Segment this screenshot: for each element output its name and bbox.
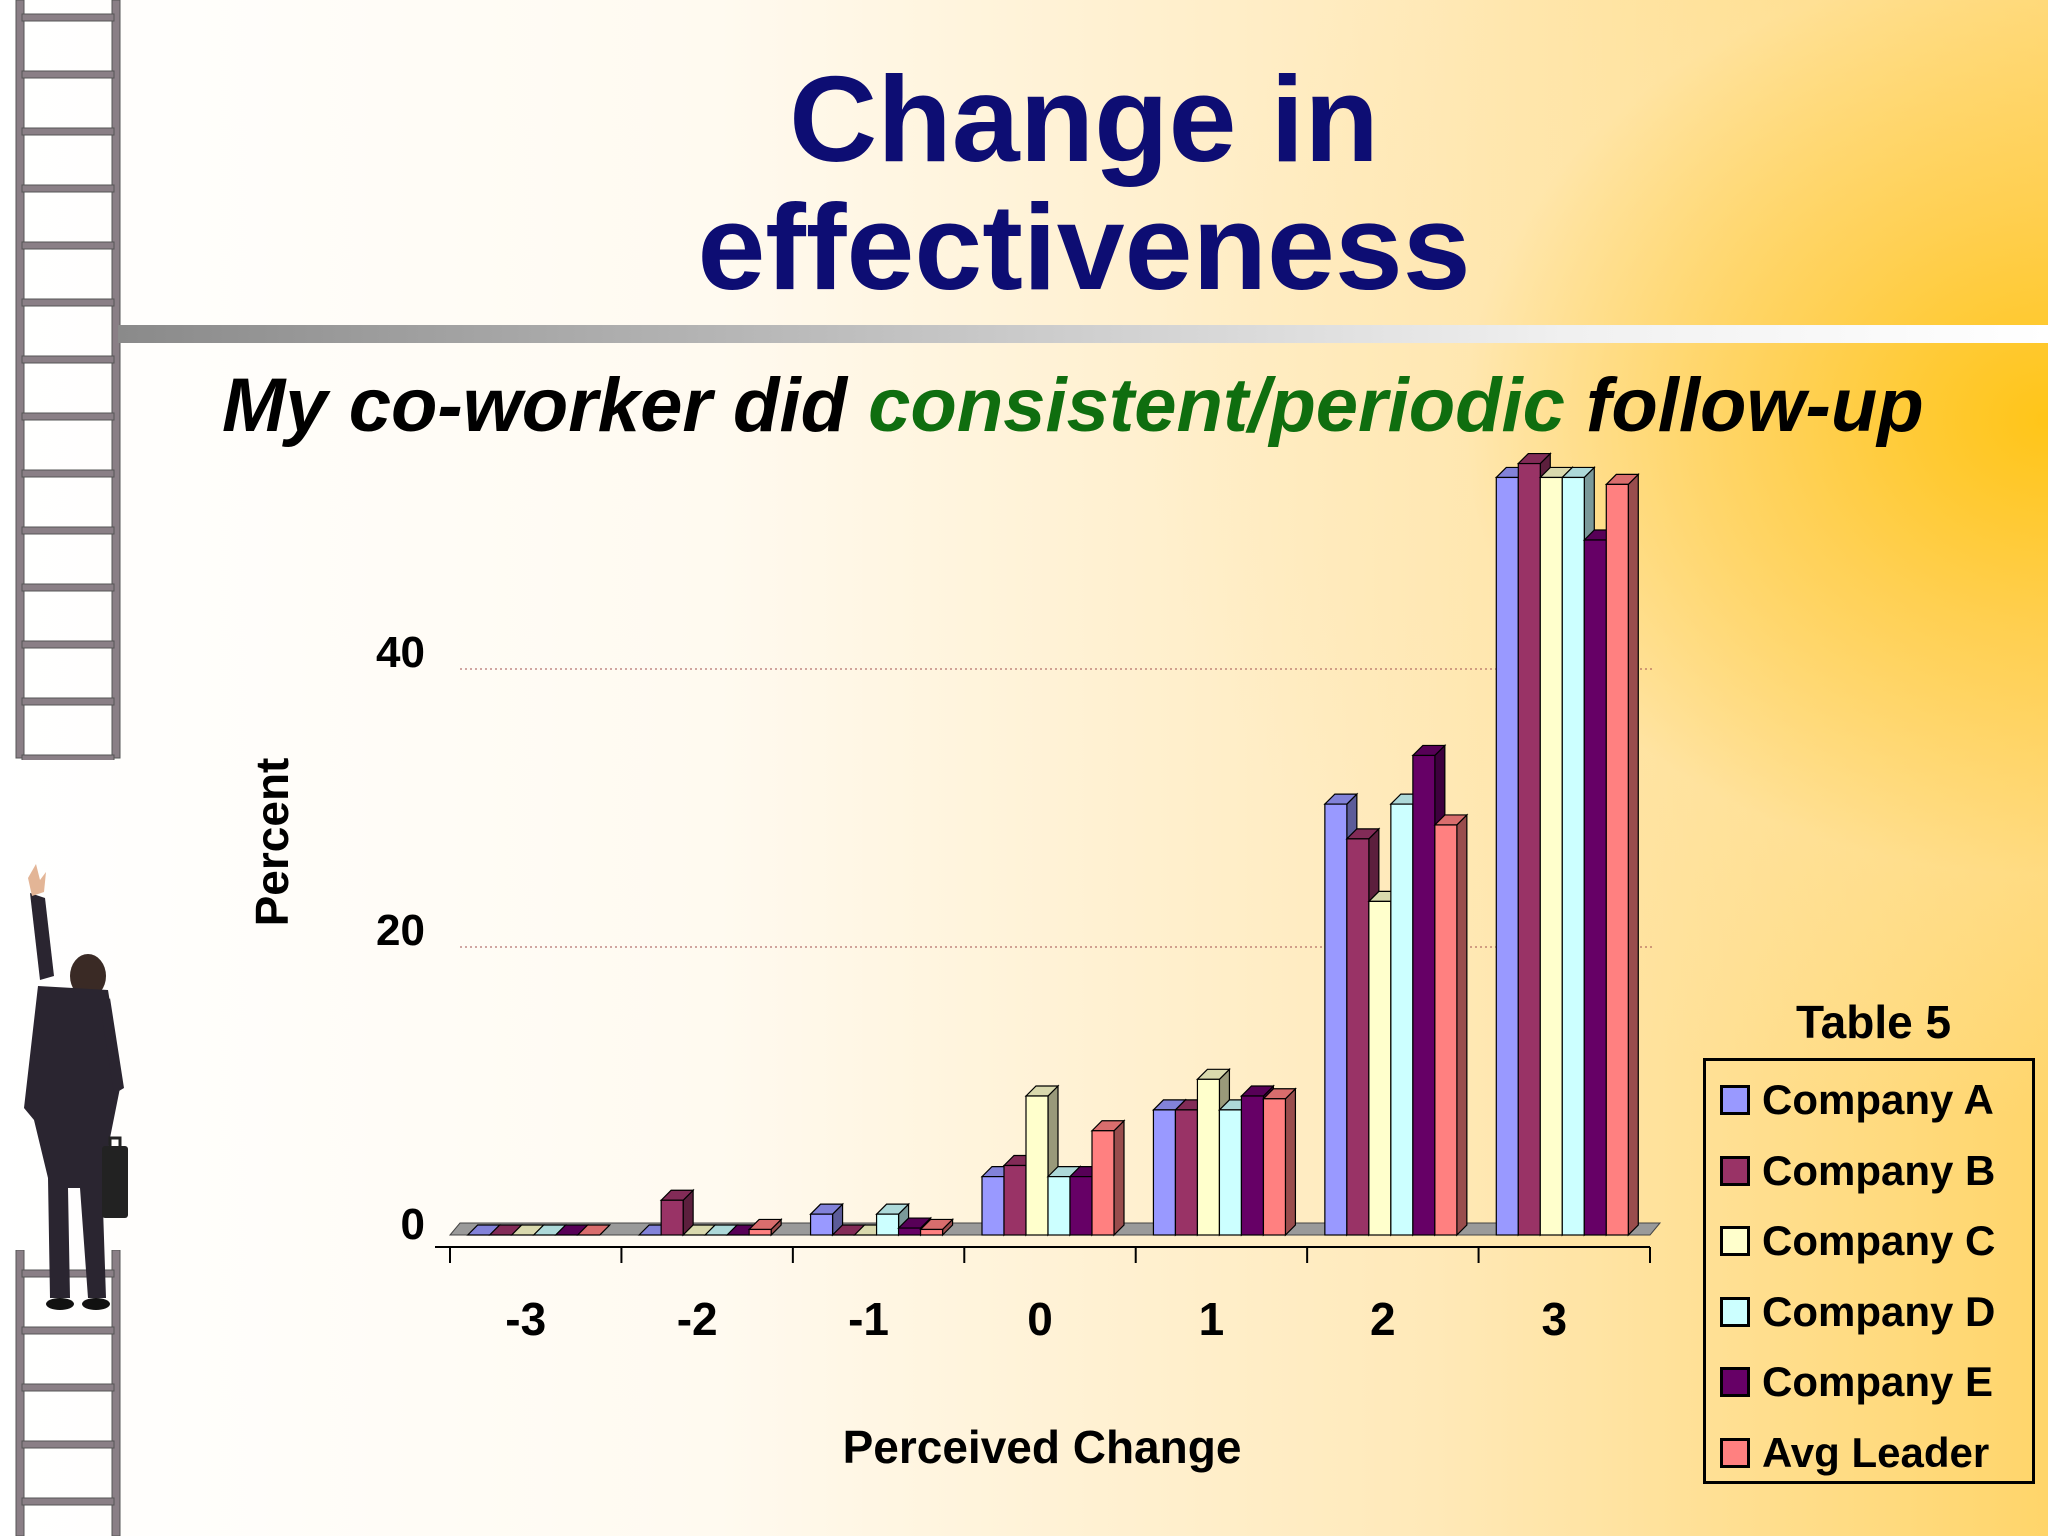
legend-item: Company C	[1720, 1216, 1995, 1266]
ladder-rung	[21, 241, 115, 250]
legend-label: Company C	[1762, 1217, 1996, 1264]
legend-label: Company B	[1762, 1146, 1996, 1194]
slide-subtitle: My co-worker did consistent/periodic fol…	[222, 362, 1924, 449]
slide-title: Change in effectiveness	[120, 55, 2048, 311]
subtitle-highlight: consistent/periodic	[868, 363, 1565, 448]
ladder-rung	[21, 1497, 115, 1506]
legend-label: Company A	[1762, 1076, 1994, 1123]
title-line-2: effectiveness	[697, 179, 1471, 315]
bar	[1261, 1087, 1297, 1237]
bar	[576, 1224, 612, 1236]
legend-swatch	[1720, 1155, 1750, 1186]
chart-title: Table 5	[1796, 996, 1952, 1048]
legend-swatch	[1720, 1296, 1750, 1327]
bar	[1433, 813, 1469, 1237]
x-tick-label: -1	[848, 1293, 890, 1345]
ladder-illustration	[15, 0, 121, 760]
legend-label: Company E	[1762, 1358, 1994, 1405]
ladder-rung	[21, 526, 115, 535]
y-axis-label: Percent	[246, 757, 298, 927]
title-line-1: Change in	[789, 51, 1379, 187]
businessman-illustration	[24, 864, 128, 1310]
ladder-rung	[21, 355, 115, 364]
ladder-rung	[21, 754, 115, 760]
title-divider	[118, 325, 2048, 343]
legend-item: Avg Leader	[1720, 1428, 1989, 1478]
x-tick-label: 2	[1370, 1293, 1396, 1345]
x-tick-label: 1	[1198, 1293, 1225, 1345]
chart-legend: Company A Company B Company C Company D Comp…	[1703, 1058, 2035, 1484]
legend-label: Company D	[1762, 1287, 1996, 1335]
ladder-rung	[21, 1383, 115, 1392]
legend-item: Company E	[1720, 1357, 1993, 1407]
subtitle-text-2: follow-up	[1564, 363, 1924, 448]
legend-item: Company D	[1720, 1287, 1995, 1337]
ladder-rung	[21, 1440, 115, 1449]
legend-item: Company B	[1720, 1146, 1995, 1196]
legend-item: Company A	[1720, 1075, 1994, 1125]
ladder-rung	[21, 298, 115, 307]
bar	[659, 1188, 695, 1237]
ladder-rung	[21, 127, 115, 136]
ladder-rung	[21, 70, 115, 79]
bar	[1604, 472, 1640, 1237]
y-tick-label: 20	[376, 906, 425, 955]
ladder-rung	[21, 469, 115, 478]
y-tick-label: 40	[376, 628, 425, 677]
bar	[1090, 1119, 1126, 1237]
ladder-rung	[21, 1326, 115, 1335]
ladder-rung	[21, 697, 115, 706]
x-axis-label: Perceived Change	[842, 1421, 1242, 1473]
bar	[747, 1217, 783, 1237]
legend-swatch	[1720, 1226, 1750, 1256]
ladder-rung	[21, 583, 115, 592]
legend-swatch	[1720, 1085, 1750, 1115]
x-tick-label: -3	[505, 1293, 547, 1345]
ladder-rung	[21, 640, 115, 649]
legend-swatch	[1720, 1437, 1750, 1468]
bar	[919, 1217, 955, 1237]
x-tick-label: -2	[676, 1293, 718, 1345]
ladder-rung	[21, 184, 115, 193]
legend-swatch	[1720, 1367, 1750, 1397]
x-tick-label: 0	[1027, 1293, 1053, 1345]
ladder-rung	[21, 412, 115, 421]
y-tick-label: 0	[400, 1200, 425, 1249]
x-tick-label: 3	[1541, 1293, 1568, 1345]
ladder-rung	[21, 13, 115, 22]
subtitle-text-1: My co-worker did	[222, 363, 869, 448]
legend-label: Avg Leader	[1762, 1428, 1990, 1476]
